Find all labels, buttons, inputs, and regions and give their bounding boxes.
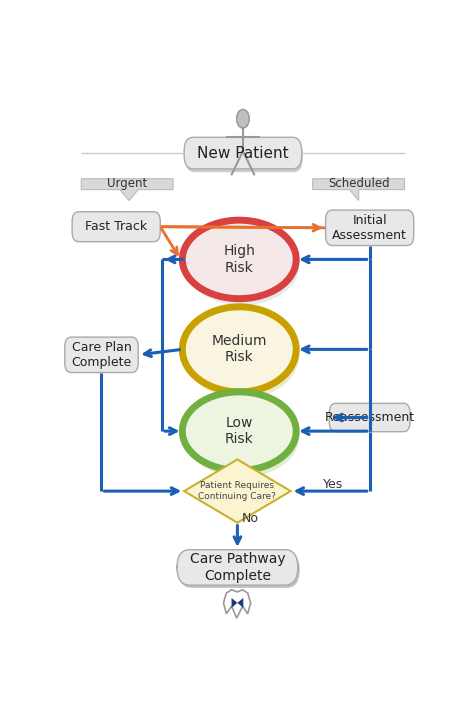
- Ellipse shape: [185, 227, 299, 305]
- Text: No: No: [242, 512, 259, 525]
- FancyBboxPatch shape: [72, 212, 160, 241]
- Polygon shape: [82, 178, 173, 200]
- Polygon shape: [223, 590, 251, 618]
- FancyBboxPatch shape: [65, 337, 138, 372]
- Text: Reassessment: Reassessment: [325, 411, 415, 424]
- Ellipse shape: [182, 220, 296, 299]
- Ellipse shape: [182, 307, 296, 392]
- FancyBboxPatch shape: [326, 210, 414, 246]
- Text: New Patient: New Patient: [197, 146, 289, 161]
- Text: Medium
Risk: Medium Risk: [211, 334, 267, 365]
- Polygon shape: [231, 598, 237, 607]
- FancyBboxPatch shape: [177, 549, 298, 585]
- Ellipse shape: [182, 392, 296, 470]
- FancyBboxPatch shape: [179, 552, 300, 588]
- Text: Care Pathway
Complete: Care Pathway Complete: [190, 552, 285, 583]
- FancyBboxPatch shape: [185, 141, 303, 172]
- Ellipse shape: [185, 399, 299, 477]
- Text: Urgent: Urgent: [107, 177, 147, 190]
- Polygon shape: [313, 178, 405, 200]
- Text: High
Risk: High Risk: [223, 244, 255, 275]
- Text: Initial
Assessment: Initial Assessment: [332, 214, 407, 242]
- Polygon shape: [184, 459, 291, 523]
- Text: Care Plan
Complete: Care Plan Complete: [72, 341, 132, 369]
- Ellipse shape: [185, 314, 299, 399]
- Text: Scheduled: Scheduled: [328, 177, 390, 190]
- Text: Yes: Yes: [323, 477, 343, 491]
- FancyBboxPatch shape: [329, 404, 410, 432]
- Text: Fast Track: Fast Track: [85, 220, 147, 233]
- Text: Patient Requires
Continuing Care?: Patient Requires Continuing Care?: [199, 481, 276, 501]
- FancyBboxPatch shape: [184, 137, 301, 169]
- FancyBboxPatch shape: [185, 139, 302, 171]
- Circle shape: [237, 110, 249, 128]
- Polygon shape: [237, 598, 243, 607]
- Text: Low
Risk: Low Risk: [225, 416, 254, 446]
